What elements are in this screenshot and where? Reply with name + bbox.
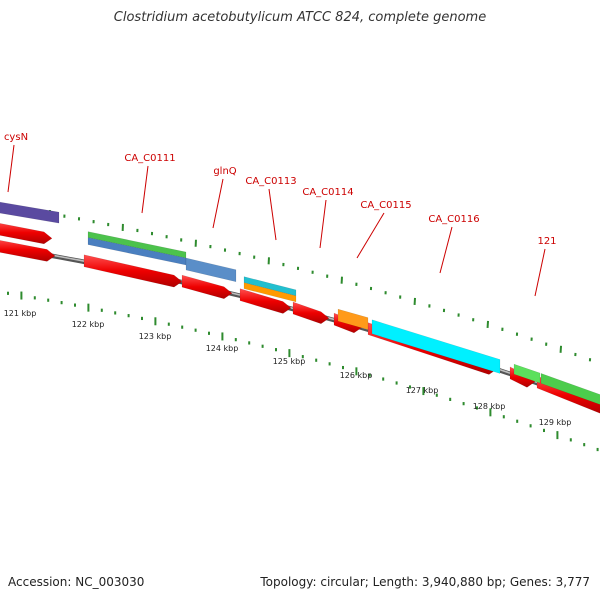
gene-pointer — [141, 165, 149, 214]
gene-block-orange — [243, 282, 297, 303]
cds-arrow — [181, 274, 233, 300]
kbp-label: 123 kbp — [139, 332, 172, 341]
kbp-label: 126 kbp — [340, 371, 373, 380]
gene-label: CA_C0115 — [360, 200, 411, 211]
cds-arrow — [0, 240, 56, 262]
feature-layer — [0, 201, 600, 414]
gene-label: glnQ — [213, 166, 236, 177]
gene-label: CA_C0114 — [302, 187, 353, 198]
gene-pointer — [439, 226, 453, 274]
gene-block-orange — [337, 308, 369, 330]
cds-arrow — [239, 288, 292, 314]
cds-arrow — [0, 223, 53, 245]
cds-arrow — [292, 301, 330, 324]
gene-block-cyan — [371, 319, 501, 374]
gene-pointer — [319, 199, 327, 249]
cds-arrow — [83, 254, 183, 288]
gene-block-green — [87, 231, 187, 259]
gene-label: 121 — [537, 236, 556, 247]
label-layer: cysN CA_C0111 glnQ CA_C0113 CA_C0114 CA_C0115… — [4, 132, 572, 427]
gene-label: CA_C0111 — [124, 153, 175, 164]
gene-label: CA_C0113 — [245, 176, 296, 187]
gene-pointer — [7, 144, 15, 193]
gene-label: CA_C0116 — [428, 214, 479, 225]
kbp-label: 122 kbp — [72, 320, 105, 329]
gene-block-green — [540, 373, 600, 405]
topology-text: Topology: circular; Length: 3,940,880 bp… — [260, 575, 590, 589]
gene-pointer — [212, 178, 224, 229]
kbp-label: 125 kbp — [273, 357, 306, 366]
gene-pointer — [356, 212, 385, 259]
gene-block-green — [513, 363, 541, 384]
kbp-label: 124 kbp — [206, 344, 239, 353]
accession-text: Accession: NC_003030 — [8, 575, 145, 589]
gene-pointer — [268, 188, 277, 241]
kbp-label: 127 kbp — [406, 386, 439, 395]
kbp-label: 128 kbp — [473, 402, 506, 411]
gene-block-purple — [0, 201, 60, 224]
gene-block-blue — [185, 257, 237, 283]
kbp-label: 121 kbp — [4, 309, 37, 318]
kbp-label: 129 kbp — [539, 418, 572, 427]
gene-label: cysN — [4, 132, 28, 143]
map-title: Clostridium acetobutylicum ATCC 824, com… — [113, 10, 487, 25]
gene-pointer — [534, 248, 546, 297]
